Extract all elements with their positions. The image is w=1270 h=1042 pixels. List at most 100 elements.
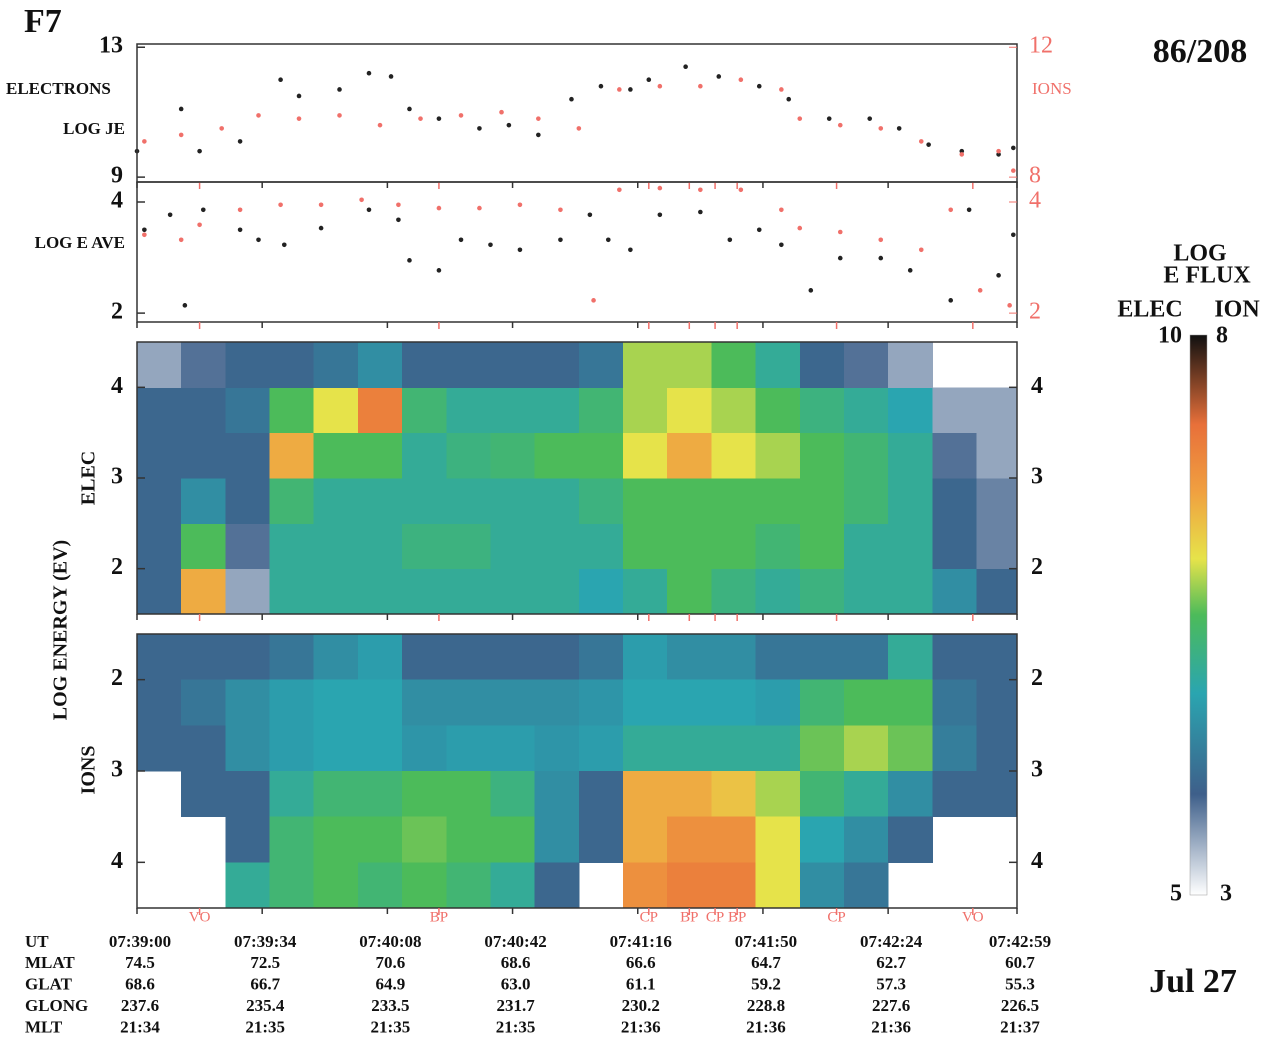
- heatmap-cell: [800, 342, 845, 388]
- heatmap-cell: [711, 569, 756, 615]
- heatmap-cell: [756, 680, 801, 726]
- heatmap-cell: [402, 817, 447, 863]
- ephemeris-value: 235.4: [246, 996, 285, 1015]
- heatmap-cell: [667, 680, 712, 726]
- data-point: [238, 207, 243, 212]
- heatmap-cell: [270, 433, 315, 479]
- data-point: [698, 84, 703, 89]
- heatmap-cell: [225, 433, 270, 479]
- heatmap-cell: [270, 569, 315, 615]
- heatmap-cell: [667, 342, 712, 388]
- heatmap-cell: [579, 433, 624, 479]
- y-tick-label: 3: [111, 464, 123, 490]
- heatmap-cell: [976, 634, 1017, 680]
- ephemeris-value: 72.5: [250, 953, 280, 972]
- data-point: [1011, 232, 1016, 237]
- heatmap-cell: [535, 634, 580, 680]
- heatmap-cell: [756, 433, 801, 479]
- data-point: [179, 133, 184, 138]
- heatmap-cell: [667, 725, 712, 771]
- data-point: [179, 237, 184, 242]
- heatmap-cell: [623, 634, 668, 680]
- heatmap-cell: [579, 569, 624, 615]
- heatmap-cell: [976, 387, 1017, 433]
- heatmap-cell: [402, 569, 447, 615]
- data-point: [779, 207, 784, 212]
- heatmap-cell: [446, 433, 491, 479]
- data-point: [142, 232, 147, 237]
- data-point: [658, 186, 663, 191]
- heatmap-cell: [225, 387, 270, 433]
- y2-tick-label: 8: [1029, 163, 1041, 189]
- heatmap-cell: [888, 523, 933, 569]
- data-point: [477, 206, 482, 211]
- heatmap-cell: [844, 387, 889, 433]
- ephemeris-value: 226.5: [1001, 996, 1039, 1015]
- heatmap-cell: [181, 680, 226, 726]
- data-point: [628, 247, 633, 252]
- y-axis-label: LOG JE: [63, 119, 125, 138]
- y-axis-title: LOG ENERGY (EV): [50, 540, 72, 720]
- ephemeris-value: 66.7: [250, 974, 280, 993]
- ephemeris-value: 231.7: [496, 996, 535, 1015]
- heatmap-cell: [225, 680, 270, 726]
- heatmap-cell: [667, 771, 712, 817]
- data-point: [459, 237, 464, 242]
- data-point: [948, 207, 953, 212]
- heatmap-cell: [844, 680, 889, 726]
- heatmap-cell: [756, 771, 801, 817]
- heatmap-cell: [579, 523, 624, 569]
- y-tick-label: 4: [111, 188, 123, 214]
- heatmap-cell: [446, 478, 491, 524]
- heatmap-cell: [535, 569, 580, 615]
- heatmap-cell: [446, 342, 491, 388]
- data-point: [337, 113, 342, 118]
- orbit-label: 86/208: [1153, 33, 1247, 70]
- heatmap-cell: [225, 817, 270, 863]
- heatmap-cell: [535, 342, 580, 388]
- colorbar-label: ION: [1214, 297, 1260, 323]
- heatmap-cell: [711, 634, 756, 680]
- boundary-label: BP: [430, 909, 448, 925]
- heatmap-cell: [446, 725, 491, 771]
- heatmap-cell: [756, 569, 801, 615]
- ephemeris-value: 21:35: [245, 1017, 285, 1036]
- heatmap-cell: [756, 817, 801, 863]
- data-point: [418, 116, 423, 121]
- data-point: [319, 202, 324, 207]
- ephemeris-value: 21:36: [871, 1017, 911, 1036]
- heatmap-cell: [490, 342, 535, 388]
- ephemeris-label: GLONG: [25, 996, 88, 1015]
- heatmap-cell: [137, 725, 182, 771]
- data-point: [919, 139, 924, 144]
- y-tick-label: 4: [1031, 848, 1043, 874]
- ephemeris-value: 64.7: [751, 953, 781, 972]
- heatmap-cell: [225, 523, 270, 569]
- data-point: [658, 84, 663, 89]
- y-axis-label: ELEC: [78, 451, 100, 505]
- x-tick-label: 07:40:42: [484, 932, 546, 951]
- heatmap-cell: [402, 433, 447, 479]
- heatmap-cell: [137, 680, 182, 726]
- heatmap-cell: [932, 634, 977, 680]
- heatmap-cell: [711, 771, 756, 817]
- data-point: [878, 126, 883, 131]
- y-tick-label: 13: [99, 33, 123, 59]
- heatmap-cell: [181, 433, 226, 479]
- heatmap-cell: [667, 478, 712, 524]
- heatmap-cell: [623, 523, 668, 569]
- data-point: [201, 207, 206, 212]
- x-tick-label: 07:41:16: [610, 932, 672, 951]
- heatmap-cell: [756, 478, 801, 524]
- data-point: [617, 187, 622, 192]
- ephemeris-value: 21:35: [496, 1017, 536, 1036]
- heatmap-cell: [358, 862, 403, 908]
- heatmap-cell: [402, 862, 447, 908]
- heatmap-cell: [623, 433, 668, 479]
- data-point: [179, 107, 184, 112]
- heatmap-cell: [844, 817, 889, 863]
- series-label: ELECTRONS: [6, 79, 111, 98]
- heatmap-cell: [932, 523, 977, 569]
- heatmap-cell: [800, 634, 845, 680]
- heatmap-cell: [402, 387, 447, 433]
